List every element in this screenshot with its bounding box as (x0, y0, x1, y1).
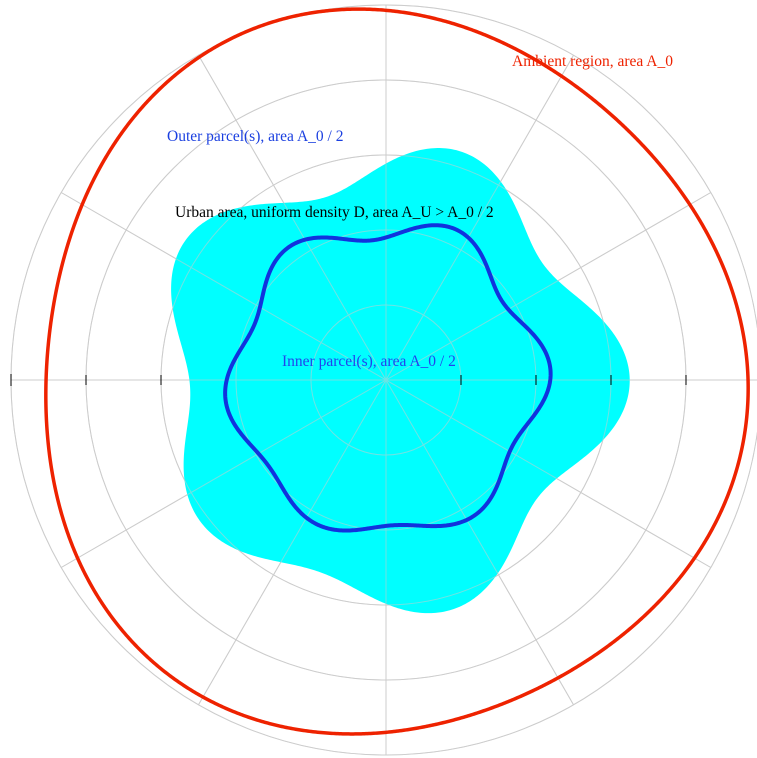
inner-parcel-boundary (223, 223, 553, 533)
urban-area-label: Urban area, uniform density D, area A_U … (175, 204, 494, 221)
grid-overlay-spoke-5 (60, 192, 387, 381)
polar-grid-overlay (10, 4, 757, 756)
ambient-region-label: Ambient region, area A_0 (512, 53, 673, 70)
ambient-region-boundary (44, 7, 750, 736)
grid-overlay-spoke-10 (385, 379, 574, 706)
grid-overlay-spoke-11 (385, 379, 712, 568)
grid-overlay-spoke-1 (385, 192, 712, 381)
outer-parcel-label: Outer parcel(s), area A_0 / 2 (167, 128, 343, 145)
axis-ticks (10, 374, 687, 386)
grid-overlay-spoke-4 (198, 54, 387, 381)
grid-overlay-spoke-8 (198, 379, 387, 706)
grid-overlay-spoke-2 (385, 54, 574, 381)
inner-parcel-label: Inner parcel(s), area A_0 / 2 (282, 353, 456, 370)
grid-overlay-spoke-7 (60, 379, 387, 568)
